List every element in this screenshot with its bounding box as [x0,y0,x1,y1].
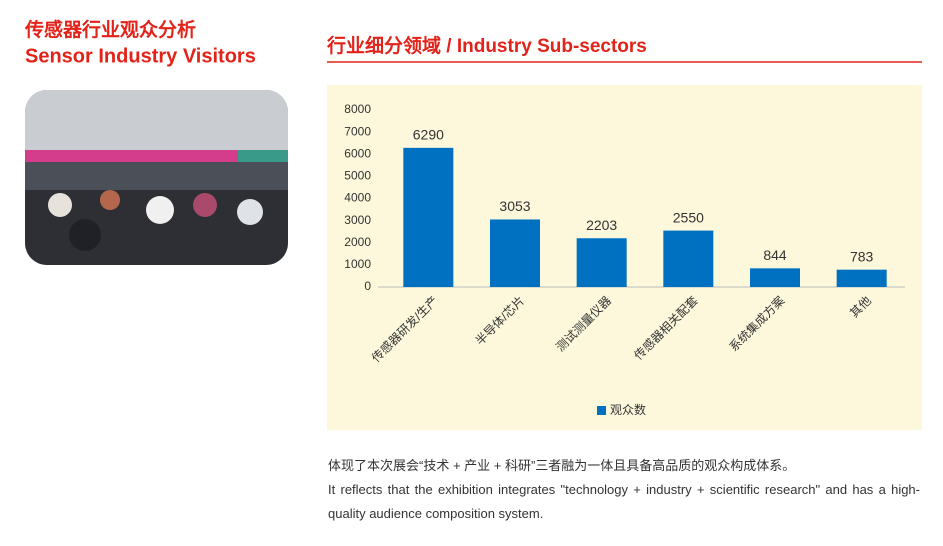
paragraph-en: It reflects that the exhibition integrat… [328,482,920,521]
value-label: 6290 [413,127,444,143]
value-label: 2550 [673,209,704,225]
value-label: 2203 [586,217,617,233]
y-tick-label: 5000 [344,169,371,183]
bar [836,269,887,287]
y-tick-label: 2000 [344,235,371,249]
bar [576,238,627,287]
title-en: Sensor Industry Visitors [25,45,256,67]
y-tick-label: 4000 [344,191,371,205]
bar [663,230,714,287]
y-tick-label: 1000 [344,257,371,271]
y-tick-label: 8000 [344,102,371,116]
bar [403,147,454,287]
photo [25,90,288,265]
value-label: 783 [850,248,874,264]
y-tick-label: 7000 [344,124,371,138]
y-tick-label: 3000 [344,213,371,227]
value-label: 3053 [499,198,530,214]
legend-label: 观众数 [610,402,646,417]
y-tick-label: 6000 [344,146,371,160]
y-tick-label: 0 [364,279,371,293]
title-cn: 传感器行业观众分析 [24,18,196,41]
legend-swatch [597,406,606,415]
section-title: 行业细分领域 / Industry Sub-sectors [326,34,647,57]
paragraph-cn: 体现了本次展会“技术 + 产业 + 科研”三者融为一体且具备高品质的观众构成体系… [328,458,796,473]
value-label: 844 [763,247,787,263]
bar [750,268,800,287]
bar [490,219,540,287]
